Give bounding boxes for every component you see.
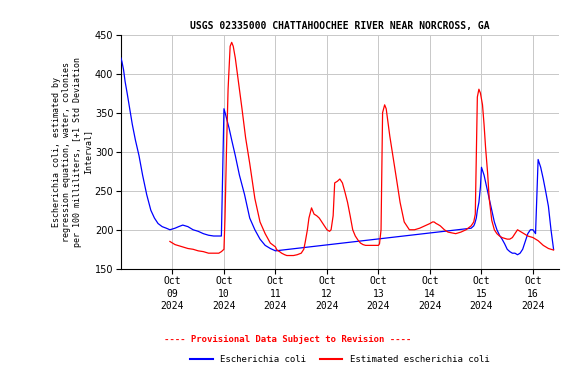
Text: ---- Provisional Data Subject to Revision ----: ---- Provisional Data Subject to Revisio… [164,335,412,344]
Title: USGS 02335000 CHATTAHOOCHEE RIVER NEAR NORCROSS, GA: USGS 02335000 CHATTAHOOCHEE RIVER NEAR N… [190,21,490,31]
Legend: Escherichia coli, Estimated escherichia coli: Escherichia coli, Estimated escherichia … [187,351,493,367]
Y-axis label: Escherichia coli, estimated by
regression equation, water, colonies
per 100 mill: Escherichia coli, estimated by regressio… [52,57,92,247]
